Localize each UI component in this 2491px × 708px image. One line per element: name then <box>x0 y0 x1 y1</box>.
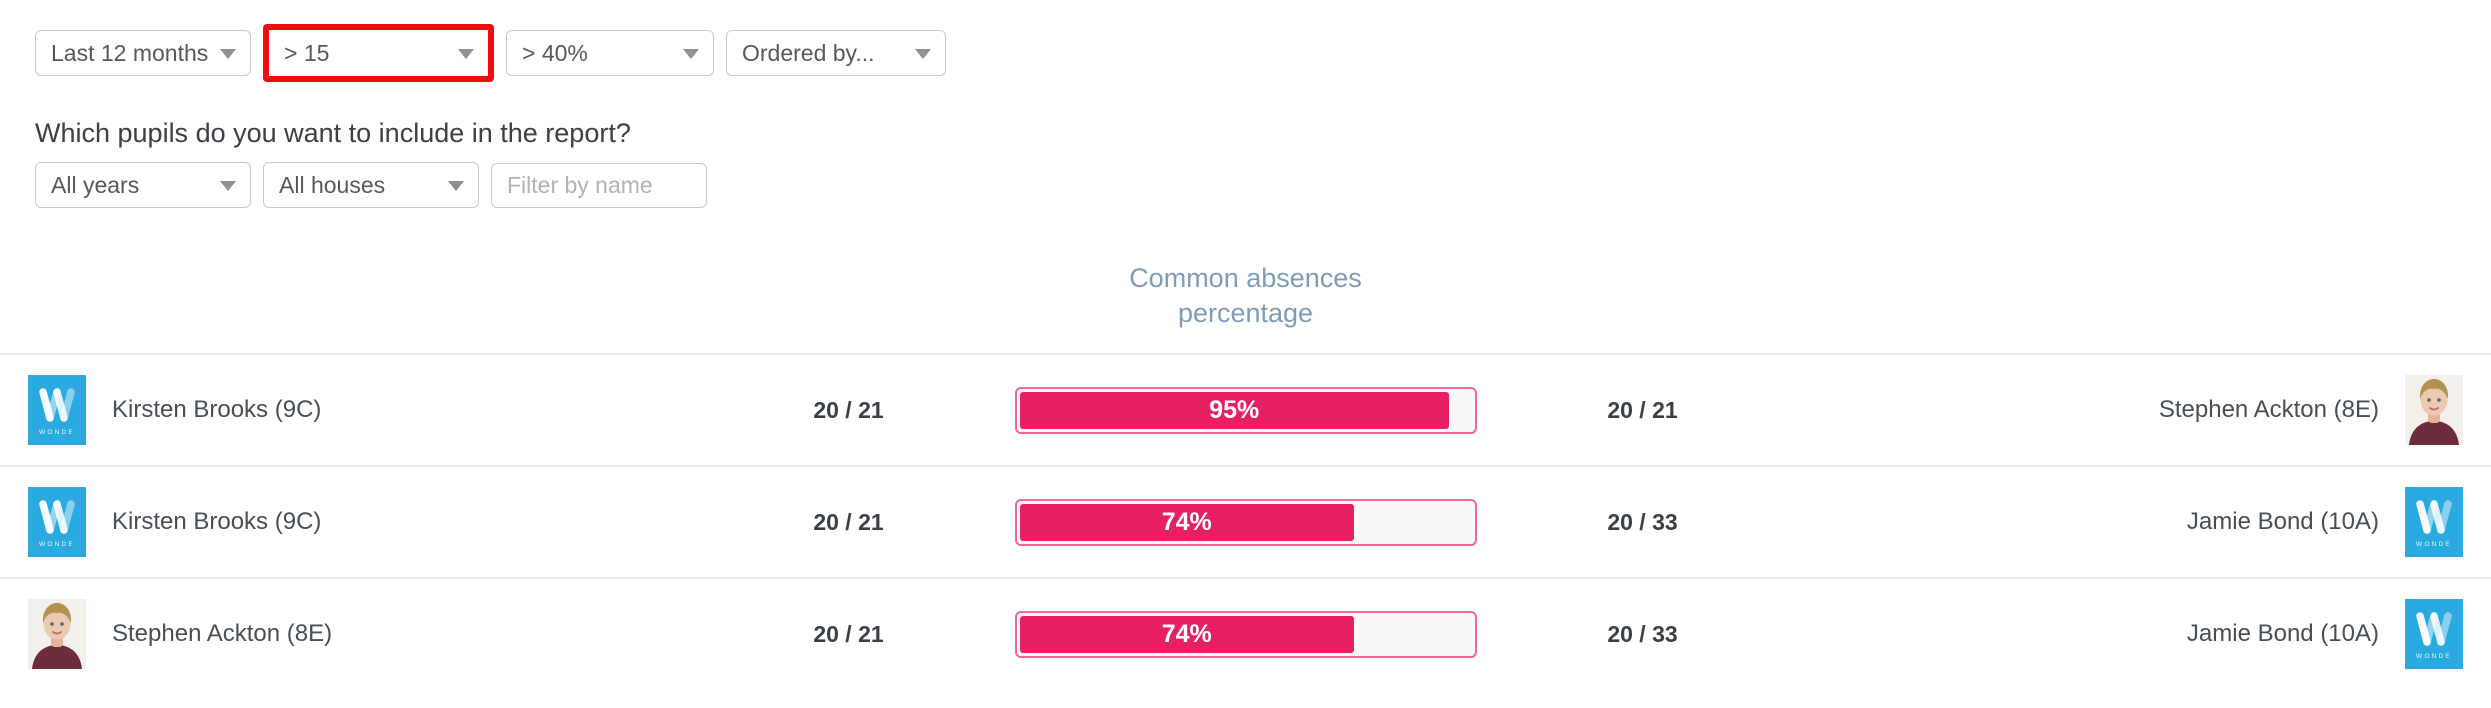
table-row: WONDE Kirsten Brooks (9C) 20 / 21 74% 20… <box>0 465 2491 577</box>
common-absence-bar-fill: 74% <box>1019 503 1354 541</box>
years-dropdown-value: All years <box>51 171 140 198</box>
chevron-down-icon <box>683 49 699 59</box>
right-pupil-name: Stephen Ackton (8E) <box>2158 396 2379 423</box>
svg-text:WONDE: WONDE <box>2416 541 2452 548</box>
chevron-down-icon <box>915 49 931 59</box>
period-dropdown-value: Last 12 months <box>51 39 209 66</box>
report-header-row: Common absences percentage <box>0 261 2491 353</box>
sessions-dropdown[interactable]: > 15 <box>269 30 488 76</box>
pupil-filters-bar: All years All houses <box>35 162 2491 208</box>
left-absence-count: 20 / 21 <box>813 508 884 535</box>
left-absence-count: 20 / 21 <box>813 620 884 647</box>
pupils-include-question: Which pupils do you want to include in t… <box>35 118 631 148</box>
left-pupil-name: Kirsten Brooks (9C) <box>112 396 322 423</box>
right-absence-count: 20 / 33 <box>1607 508 1678 535</box>
period-dropdown[interactable]: Last 12 months <box>35 30 251 76</box>
wonde-logo-avatar: WONDE <box>2405 487 2463 557</box>
common-absence-bar: 95% <box>1014 386 1477 434</box>
highlight-box: > 15 <box>263 24 494 82</box>
report-filters-bar: Last 12 months > 15 > 40% Ordered by... <box>35 24 2491 82</box>
chevron-down-icon <box>220 49 236 59</box>
common-absences-column-heading: Common absences percentage <box>1129 263 1362 328</box>
chevron-down-icon <box>220 181 236 191</box>
svg-text:WONDE: WONDE <box>39 429 75 436</box>
right-absence-count: 20 / 33 <box>1607 620 1678 647</box>
common-absence-bar-fill: 74% <box>1019 615 1354 653</box>
wonde-logo-avatar: WONDE <box>28 375 86 445</box>
ordered-by-dropdown[interactable]: Ordered by... <box>726 30 946 76</box>
filter-by-name-input[interactable] <box>491 162 707 208</box>
left-pupil-name: Stephen Ackton (8E) <box>112 620 333 647</box>
table-row: Stephen Ackton (8E) 20 / 21 74% 20 / 33 … <box>0 577 2491 689</box>
right-pupil-name: Jamie Bond (10A) <box>2186 620 2379 647</box>
table-row: WONDE Kirsten Brooks (9C) 20 / 21 95% 20… <box>0 353 2491 465</box>
pupil-photo-avatar <box>2405 375 2463 445</box>
chevron-down-icon <box>448 181 464 191</box>
wonde-logo-avatar: WONDE <box>28 487 86 557</box>
houses-dropdown-value: All houses <box>279 171 386 198</box>
common-absence-bar-fill: 95% <box>1019 391 1449 429</box>
svg-text:WONDE: WONDE <box>2416 653 2452 660</box>
years-dropdown[interactable]: All years <box>35 162 251 208</box>
common-absence-bar: 74% <box>1014 498 1477 546</box>
ordered-by-dropdown-value: Ordered by... <box>742 39 875 66</box>
left-pupil-name: Kirsten Brooks (9C) <box>112 508 322 535</box>
common-absence-percent-label: 74% <box>1161 507 1212 536</box>
common-absence-percent-label: 95% <box>1209 395 1260 424</box>
houses-dropdown[interactable]: All houses <box>263 162 479 208</box>
pupil-photo-avatar <box>28 599 86 669</box>
chevron-down-icon <box>458 49 474 59</box>
left-absence-count: 20 / 21 <box>813 396 884 423</box>
right-absence-count: 20 / 21 <box>1607 396 1678 423</box>
percentage-dropdown-value: > 40% <box>522 39 588 66</box>
right-pupil-name: Jamie Bond (10A) <box>2186 508 2379 535</box>
svg-text:WONDE: WONDE <box>39 541 75 548</box>
common-absence-percent-label: 74% <box>1161 619 1212 648</box>
percentage-dropdown[interactable]: > 40% <box>506 30 714 76</box>
common-absence-bar: 74% <box>1014 610 1477 658</box>
sessions-dropdown-value: > 15 <box>284 39 330 66</box>
wonde-logo-avatar: WONDE <box>2405 599 2463 669</box>
common-absences-report: Common absences percentage WONDE Kirsten… <box>0 261 2491 689</box>
